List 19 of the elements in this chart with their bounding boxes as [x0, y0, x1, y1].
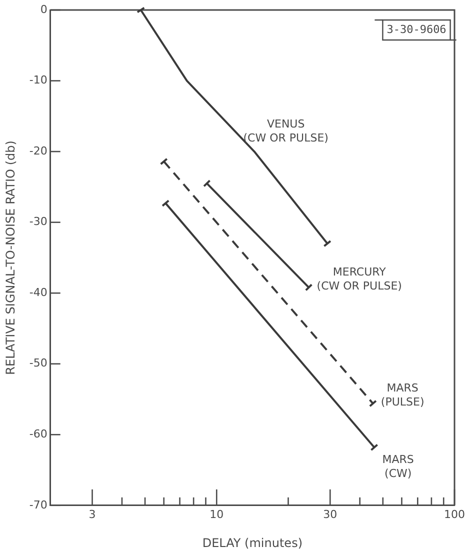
y-tick-label: -60: [29, 427, 48, 440]
y-tick-label: -20: [29, 144, 48, 158]
y-tick-label: -50: [29, 356, 48, 370]
y-tick-label: -40: [29, 286, 48, 299]
x-axis-title: DELAY (minutes): [202, 536, 303, 550]
y-axis-title: RELATIVE SIGNAL-TO-NOISE RATIO (db): [3, 140, 18, 375]
y-tick-label: -70: [29, 498, 48, 512]
annotation: 3-30-9606: [386, 22, 446, 36]
x-tick-label: 10: [210, 508, 224, 521]
y-tick-label: -10: [29, 74, 48, 87]
x-tick-label: 100: [444, 508, 465, 521]
series-label: VENUS (CW OR PULSE): [243, 117, 328, 144]
series-label: MARS (PULSE): [380, 381, 424, 408]
x-tick-label: 3: [88, 508, 96, 521]
y-tick-label: -30: [29, 215, 48, 228]
series-label: MERCURY (CW OR PULSE): [316, 265, 402, 292]
y-tick-label: 0: [40, 2, 48, 16]
series-label: MARS (CW): [382, 453, 414, 480]
x-tick-label: 30: [323, 508, 338, 521]
